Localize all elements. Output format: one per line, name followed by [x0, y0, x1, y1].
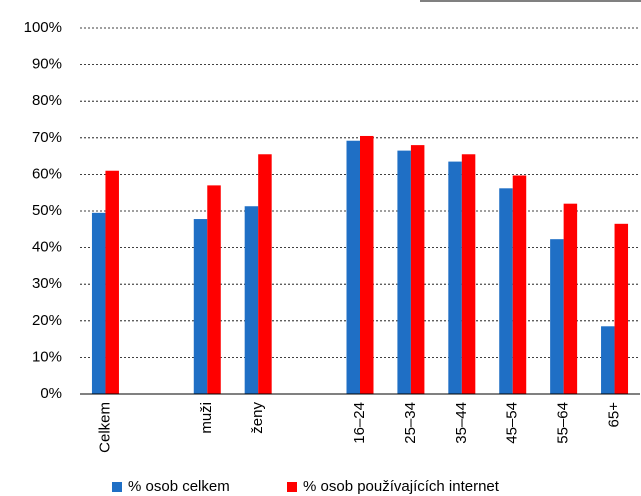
x-tick-label: ženy [249, 402, 266, 434]
bar [512, 175, 527, 394]
y-tick-label: 40% [32, 239, 62, 256]
bar [258, 154, 272, 394]
y-tick-label: 70% [32, 129, 62, 146]
x-tick-label: 45–54 [504, 402, 521, 444]
bar [461, 154, 476, 394]
bar [397, 150, 411, 394]
x-tick-label: 55–64 [555, 402, 572, 444]
y-tick-label: 0% [40, 385, 62, 402]
bar [360, 135, 374, 394]
bar [105, 170, 119, 394]
x-tick-label: Celkem [96, 402, 113, 453]
y-tick-label: 60% [32, 165, 62, 182]
y-tick-label: 90% [32, 56, 62, 73]
bar [563, 203, 578, 394]
bar [448, 161, 462, 394]
y-tick-label: 10% [32, 348, 62, 365]
x-tick-label: 25–34 [402, 402, 419, 444]
bar [614, 223, 629, 394]
legend-label: % osob celkem [128, 478, 230, 495]
bar [193, 219, 208, 394]
bar [207, 185, 221, 394]
legend-swatch [112, 482, 122, 492]
y-tick-label: 100% [24, 19, 62, 36]
bar [91, 212, 106, 394]
legend-swatch [287, 482, 297, 492]
bar [601, 326, 615, 394]
bar [499, 188, 513, 394]
x-tick-label: 16–24 [351, 402, 368, 444]
y-tick-label: 20% [32, 312, 62, 329]
bar [346, 140, 360, 394]
bar [550, 239, 564, 394]
y-tick-label: 30% [32, 275, 62, 292]
bar [244, 206, 259, 394]
x-tick-label: 65+ [606, 402, 623, 428]
y-tick-label: 80% [32, 92, 62, 109]
bar [410, 145, 425, 394]
x-tick-label: 35–44 [453, 402, 470, 444]
legend-label: % osob používajících internet [303, 478, 500, 495]
x-tick-label: muži [198, 402, 215, 434]
y-tick-label: 50% [32, 202, 62, 219]
